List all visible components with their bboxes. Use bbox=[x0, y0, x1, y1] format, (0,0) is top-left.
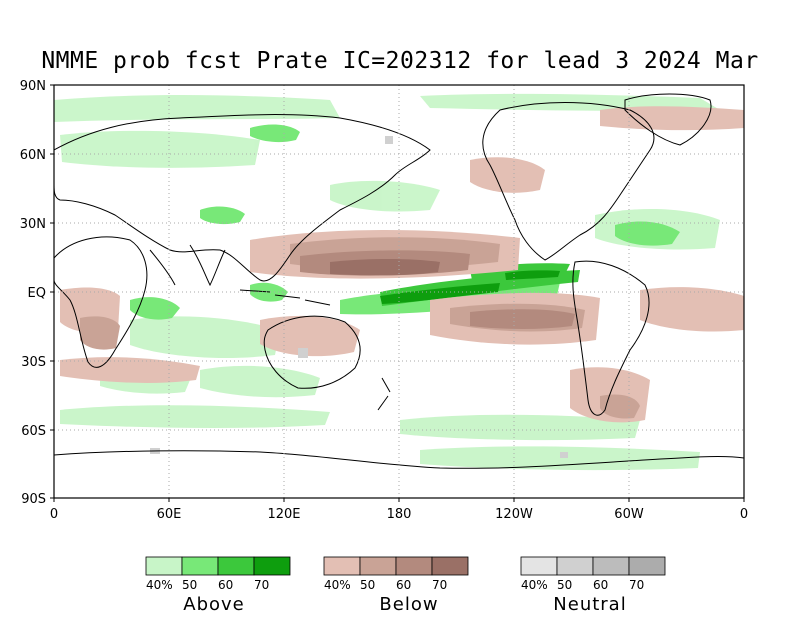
probability-shading bbox=[54, 93, 744, 471]
lon-label: 0 bbox=[50, 507, 58, 522]
legend-swatch bbox=[323, 556, 361, 576]
legend-below: 40% 50 60 70 Below bbox=[323, 556, 469, 615]
legend-title: Below bbox=[379, 594, 438, 615]
legend-tick-label: 60 bbox=[593, 578, 608, 592]
legend-swatch bbox=[592, 556, 630, 576]
axis-ticks bbox=[50, 84, 745, 502]
lon-label: 0 bbox=[740, 507, 748, 522]
lat-label: 60S bbox=[21, 424, 46, 439]
lon-label: 60W bbox=[614, 507, 644, 522]
legend-swatch bbox=[628, 556, 666, 576]
legend-swatch bbox=[556, 556, 594, 576]
legend-title: Above bbox=[183, 594, 244, 615]
lat-label: 90S bbox=[21, 492, 46, 507]
legend-swatch bbox=[520, 556, 558, 576]
map-title: NMME prob fcst Prate IC=202312 for lead … bbox=[41, 48, 759, 74]
legend-above: 40% 50 60 70 Above bbox=[145, 556, 291, 615]
lat-label: 60N bbox=[20, 148, 46, 163]
lat-label: 30S bbox=[21, 355, 46, 370]
lon-label: 60E bbox=[157, 507, 182, 522]
lon-label: 120W bbox=[495, 507, 533, 522]
lat-label: 30N bbox=[20, 217, 46, 232]
legend-swatch bbox=[253, 556, 291, 576]
legend-tick-label: 40% bbox=[146, 578, 173, 592]
legend-tick-label: 50 bbox=[182, 578, 197, 592]
legend-tick-label: 70 bbox=[432, 578, 447, 592]
legend-tick-label: 50 bbox=[557, 578, 572, 592]
coastlines bbox=[54, 93, 744, 469]
legend-swatch bbox=[181, 556, 219, 576]
legend-tick-label: 60 bbox=[218, 578, 233, 592]
legend-swatch bbox=[217, 556, 255, 576]
legend-tick-label: 70 bbox=[629, 578, 644, 592]
legend-tick-label: 70 bbox=[254, 578, 269, 592]
legend-swatch bbox=[145, 556, 183, 576]
legend-swatch bbox=[395, 556, 433, 576]
legend-tick-label: 60 bbox=[396, 578, 411, 592]
legend-title: Neutral bbox=[553, 594, 626, 615]
lat-label: 90N bbox=[20, 79, 46, 94]
grid-lines bbox=[54, 85, 744, 498]
lon-label: 180 bbox=[387, 507, 412, 522]
latitude-labels: 90N 60N 30N EQ 30S 60S 90S bbox=[20, 79, 46, 507]
legend-neutral: 40% 50 60 70 Neutral bbox=[520, 556, 666, 615]
longitude-labels: 0 60E 120E 180 120W 60W 0 bbox=[50, 507, 748, 522]
legend-tick-label: 40% bbox=[324, 578, 351, 592]
legend-swatch bbox=[359, 556, 397, 576]
lon-label: 120E bbox=[267, 507, 300, 522]
legend-tick-label: 50 bbox=[360, 578, 375, 592]
legend-tick-label: 40% bbox=[521, 578, 548, 592]
legend-swatch bbox=[431, 556, 469, 576]
lat-label: EQ bbox=[28, 286, 46, 301]
